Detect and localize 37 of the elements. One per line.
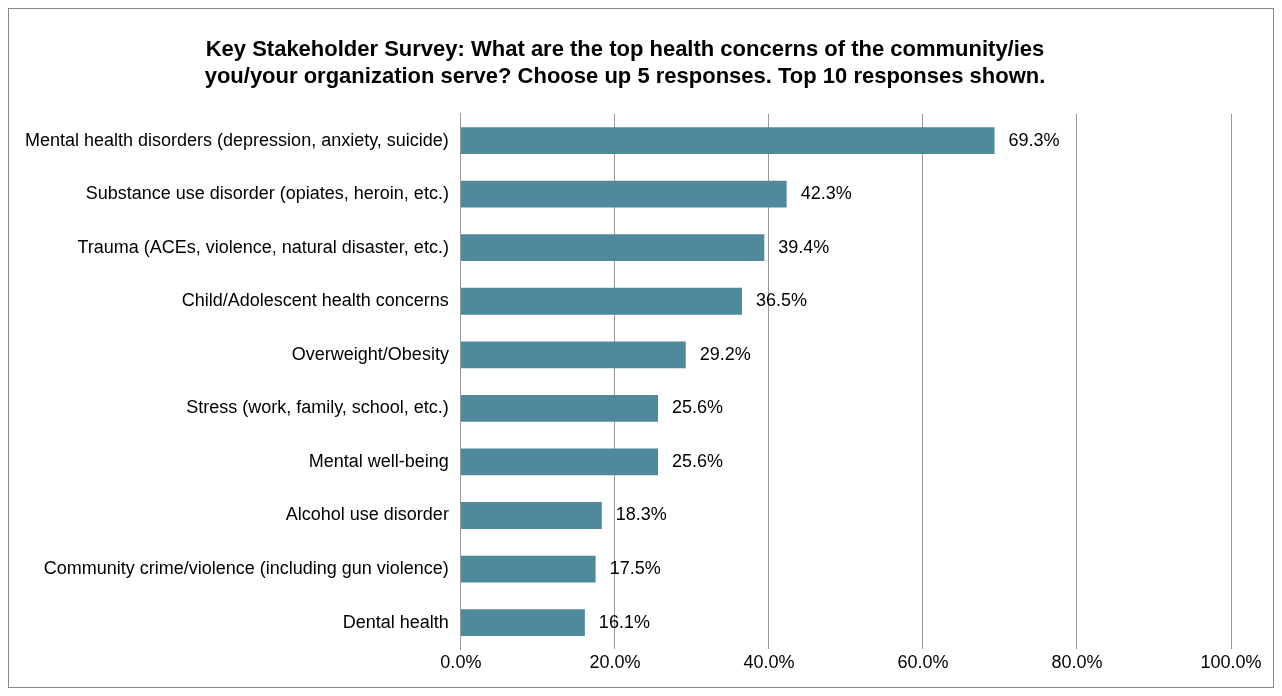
x-tick-label: 20.0%: [589, 652, 641, 673]
data-label: 69.3%: [1008, 129, 1060, 150]
y-tick-label: Dental health: [342, 611, 449, 632]
y-tick-label: Alcohol use disorder: [285, 504, 449, 525]
y-tick-label: Stress (work, family, school, etc.): [186, 397, 449, 418]
y-tick-label: Trauma (ACEs, violence, natural disaster, etc.): [77, 236, 449, 257]
chart-title: Key Stakeholder Survey: What are the top health concerns of the community/ies you/your organization serve? Choose up 5 responses. Top 10 responses shown.: [204, 36, 1046, 88]
bar: [460, 234, 765, 262]
bar: [460, 609, 585, 637]
data-label: 42.3%: [800, 183, 852, 204]
y-tick-label: Community crime/violence (including gun violence): [43, 558, 449, 579]
x-tick-label: 100.0%: [1200, 652, 1262, 673]
x-tick-label: 60.0%: [897, 652, 949, 673]
data-label: 17.5%: [609, 558, 661, 579]
bar: [460, 448, 659, 476]
data-label: 39.4%: [778, 236, 830, 257]
bar: [460, 502, 602, 529]
x-tick-label: 80.0%: [1051, 652, 1103, 673]
y-tick-label: Overweight/Obesity: [291, 343, 449, 364]
data-label: 25.6%: [672, 450, 724, 471]
data-label: 16.1%: [598, 611, 650, 632]
data-label: 25.6%: [672, 397, 724, 418]
y-tick-label: Mental health disorders (depression, anxiety, suicide): [24, 129, 449, 150]
y-tick-label: Substance use disorder (opiates, heroin, etc.): [85, 183, 449, 204]
y-tick-label: Child/Adolescent health concerns: [181, 290, 449, 311]
data-label: 36.5%: [755, 290, 808, 311]
bar: [460, 555, 596, 583]
y-tick-label: Mental well-being: [308, 450, 449, 471]
x-tick-label: 40.0%: [743, 652, 795, 673]
x-tick-label: 0.0%: [440, 652, 482, 673]
bar: [460, 180, 787, 208]
data-label: 29.2%: [699, 343, 751, 364]
bar: [460, 341, 686, 369]
bar: [460, 127, 995, 154]
bar: [460, 394, 659, 422]
data-label: 18.3%: [615, 504, 667, 525]
bar: [460, 287, 742, 315]
